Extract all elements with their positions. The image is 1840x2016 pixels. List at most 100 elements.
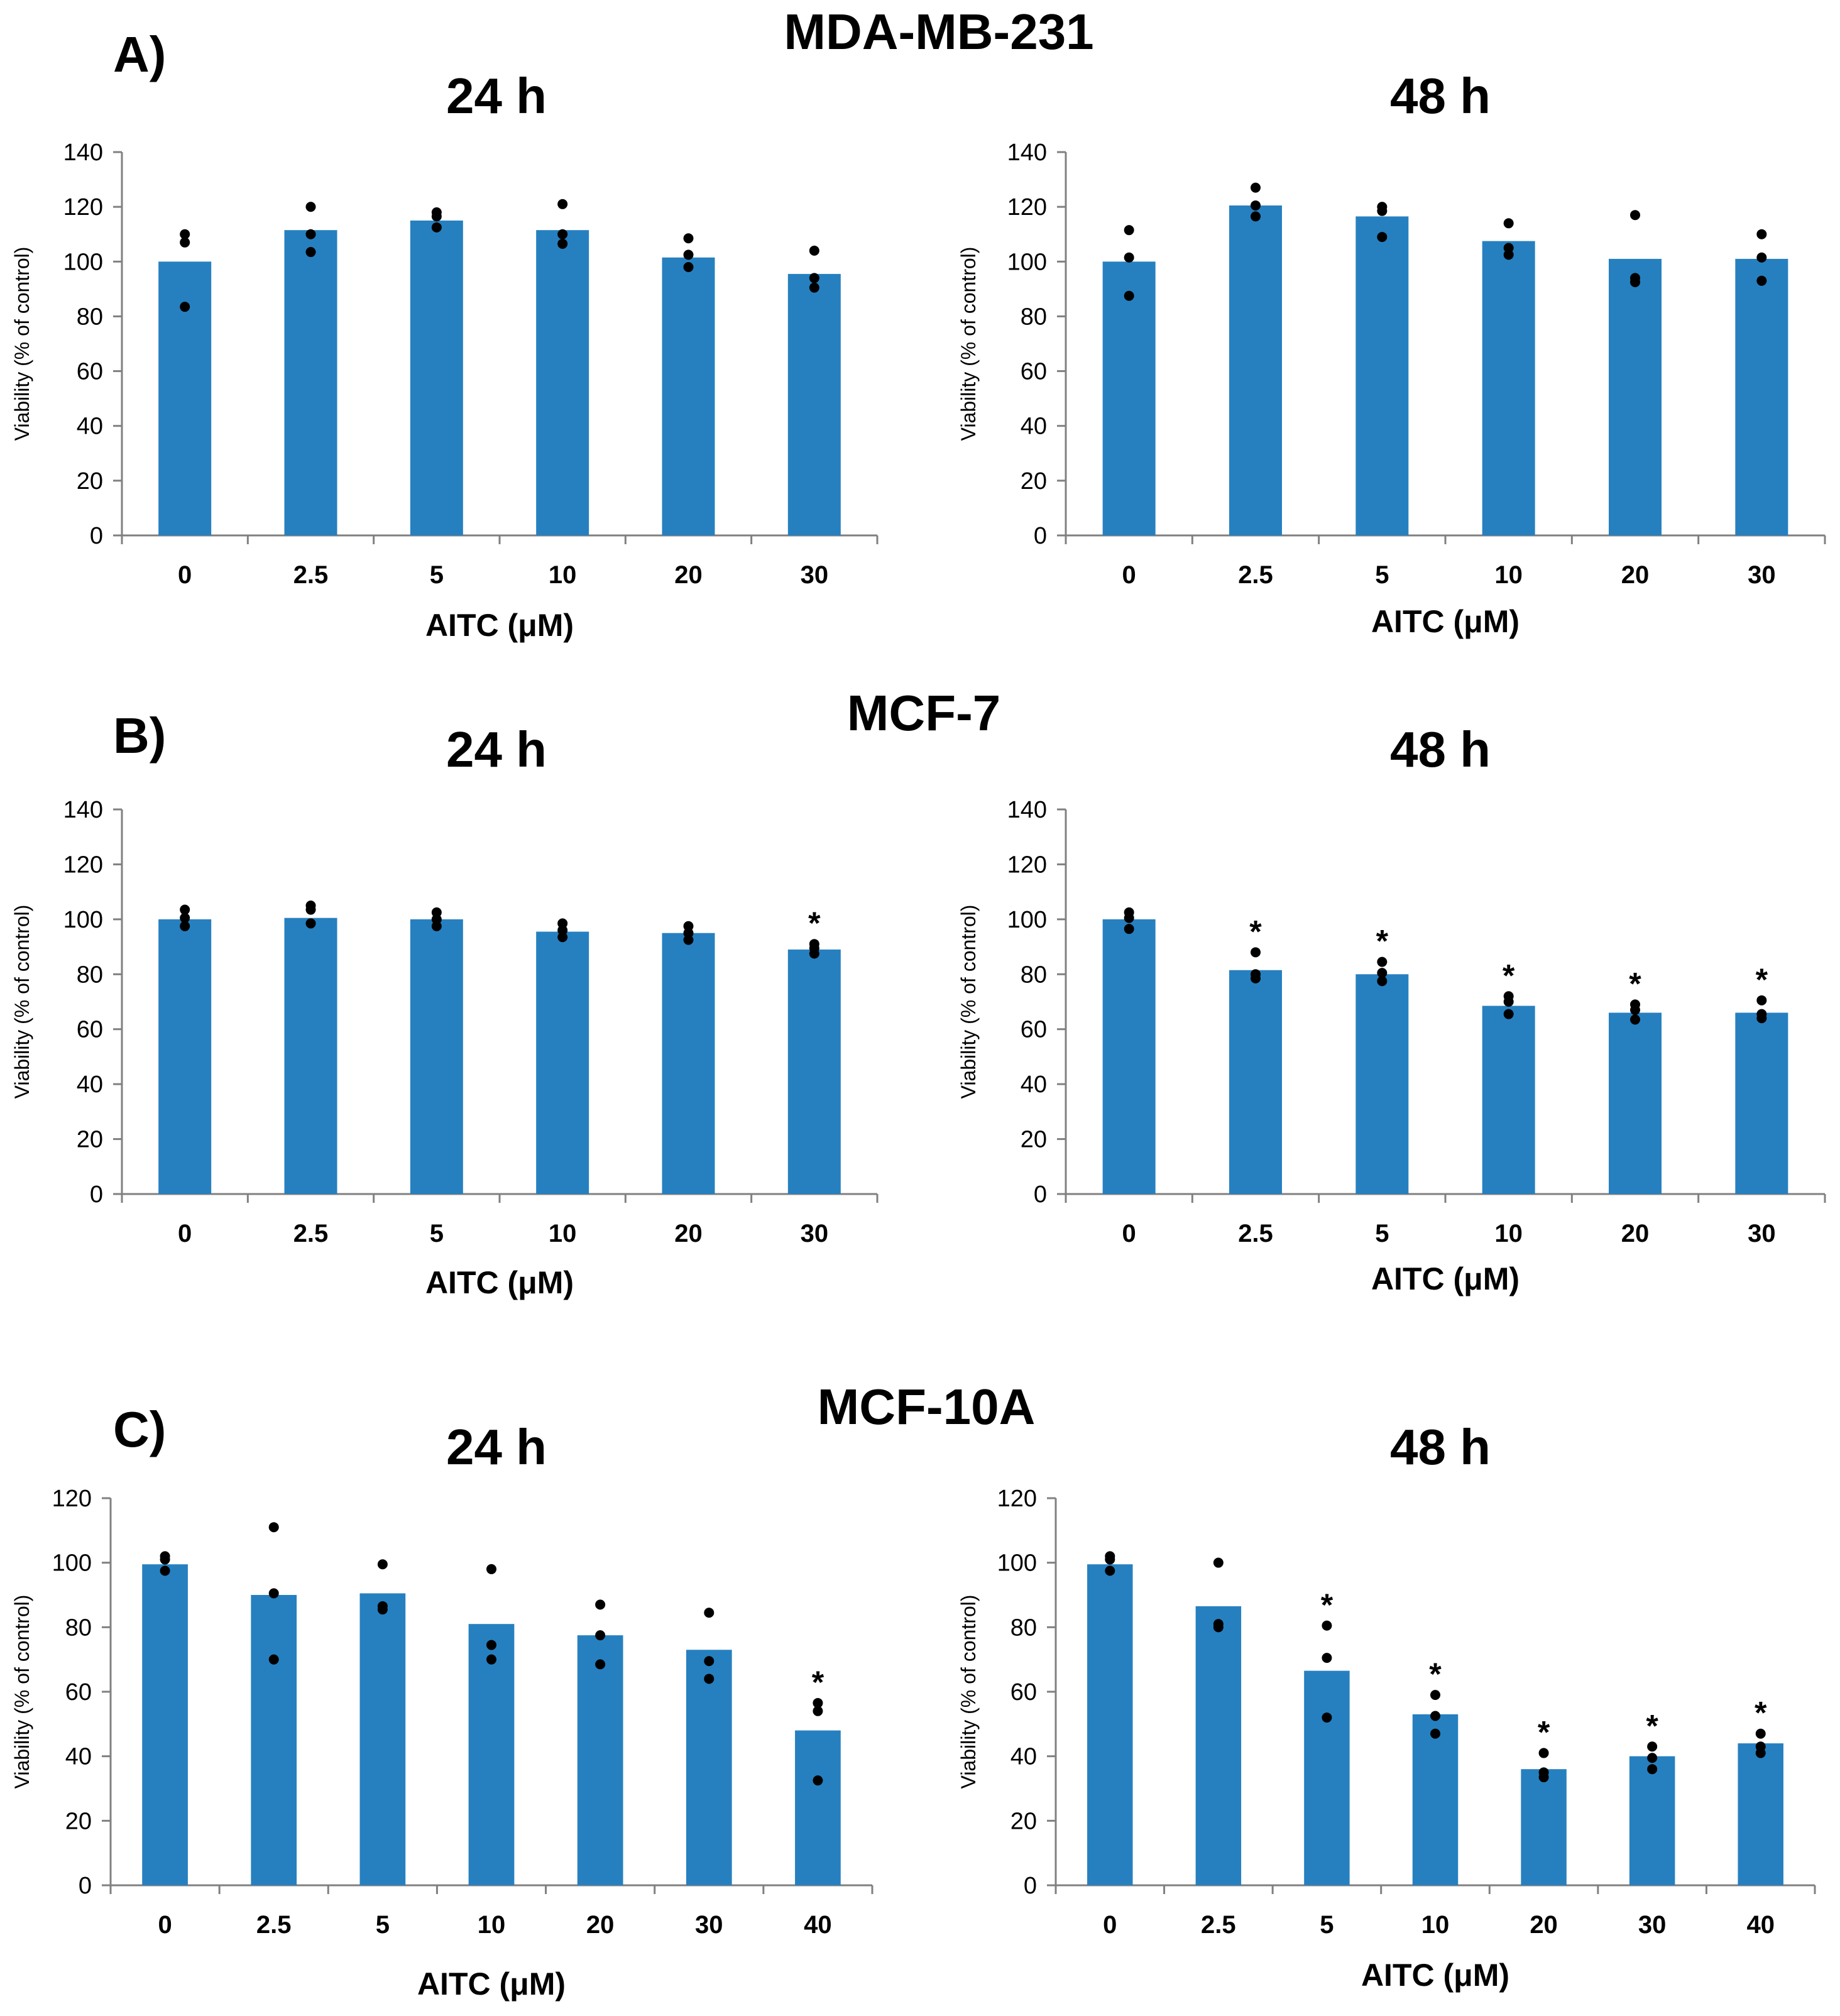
chart-title: 48 h [1390,68,1491,124]
replicate-point [1251,182,1261,193]
y-tick-label: 60 [77,1017,103,1043]
replicate-point [268,1522,279,1533]
replicate-point [1756,252,1767,263]
replicate-point [557,238,568,249]
replicate-point [1251,200,1261,211]
x-tick-label: 30 [1638,1911,1667,1939]
x-tick-label: 40 [1746,1911,1775,1939]
x-tick-label: 20 [1621,1220,1650,1247]
bar [1521,1769,1567,1885]
y-axis-title: Viability (% of control) [957,1595,980,1789]
x-tick-label: 20 [1530,1911,1558,1939]
chart-title: 24 h [446,1419,547,1475]
replicate-point [180,237,190,248]
significance-star: * [1503,958,1515,993]
replicate-point [1756,275,1767,286]
replicate-point [1251,211,1261,222]
replicate-point [1124,252,1134,263]
replicate-point [683,249,694,260]
y-tick-label: 60 [77,359,103,385]
y-tick-label: 100 [63,249,103,275]
x-tick-label: 20 [1621,561,1650,589]
replicate-point [683,921,694,931]
y-tick-label: 60 [1021,359,1047,385]
replicate-point [1503,218,1514,229]
y-tick-label: 120 [52,1486,92,1512]
bar [1102,919,1156,1194]
replicate-point [704,1674,715,1684]
x-tick-label: 5 [430,1220,444,1247]
y-tick-label: 40 [1021,414,1047,440]
bar [1738,1743,1783,1885]
bar [1195,1606,1242,1885]
replicate-point [683,233,694,244]
y-tick-label: 120 [997,1486,1037,1512]
y-tick-label: 40 [65,1744,92,1770]
bar [1229,970,1282,1194]
replicate-point [1377,976,1388,987]
bar [1482,1005,1535,1194]
significance-star: * [1321,1587,1333,1623]
x-tick-label: 0 [1122,561,1136,589]
replicate-point [1647,1764,1658,1775]
cell-line-title-a: MDA-MB-231 [784,4,1093,60]
x-tick-label: 30 [801,561,829,589]
x-tick-label: 5 [376,1911,390,1939]
x-tick-label: 0 [158,1911,172,1939]
significance-star: * [1429,1657,1442,1692]
y-tick-label: 120 [1007,194,1047,221]
y-tick-label: 40 [1010,1744,1037,1770]
bar [359,1593,406,1885]
replicate-point [1322,1653,1332,1663]
bar [686,1650,732,1885]
replicate-point [180,229,190,239]
y-tick-label: 0 [90,523,103,549]
x-tick-label: 2.5 [293,1220,329,1247]
replicate-point [180,912,190,923]
y-tick-label: 20 [1021,468,1047,495]
replicate-point [1430,1711,1440,1721]
x-axis-title: AITC (μM) [417,1966,566,2002]
bar [795,1730,841,1885]
replicate-point [305,202,316,212]
replicate-point [1251,973,1261,983]
replicate-point [683,928,694,938]
y-axis-title: Viability (% of control) [11,247,33,441]
replicate-point [809,273,819,283]
replicate-point [1105,1565,1115,1576]
bar [1304,1670,1350,1885]
bar [1229,205,1282,535]
replicate-point [1755,1728,1766,1739]
replicate-point [180,904,190,915]
replicate-point [1647,1753,1658,1763]
y-tick-label: 20 [1010,1808,1037,1834]
bar [1735,1012,1788,1194]
panel-letter-b: B) [113,708,166,764]
x-tick-label: 2.5 [1238,1220,1273,1247]
replicate-point [160,1565,170,1576]
panel-letter-c: C) [113,1401,166,1457]
x-tick-label: 5 [430,561,444,589]
x-tick-label: 0 [1122,1220,1136,1247]
cell-line-title-b: MCF-7 [847,685,1000,741]
bar [1482,241,1535,535]
bar [410,919,463,1194]
y-axis-title: Viability (% of control) [957,905,980,1099]
replicate-point [1377,968,1388,978]
replicate-point [1538,1772,1549,1783]
replicate-point [486,1654,496,1665]
y-tick-label: 60 [65,1679,92,1706]
x-tick-label: 30 [801,1220,829,1247]
replicate-point [431,222,442,233]
y-tick-label: 80 [77,961,103,988]
significance-star: * [812,1665,824,1700]
replicate-point [1105,1554,1115,1565]
chart-mcf-10a-48h: 48 h 0 20 40 60 80 100 120 0 2.5 5 * 10 * 20 * 30 * 40 * AIT… [957,1419,1816,1993]
y-tick-label: 100 [63,907,103,933]
replicate-point [813,1775,823,1786]
chart-title: 24 h [446,721,547,777]
bar [1087,1564,1133,1885]
replicate-point [377,1559,388,1570]
replicate-point [557,229,568,239]
